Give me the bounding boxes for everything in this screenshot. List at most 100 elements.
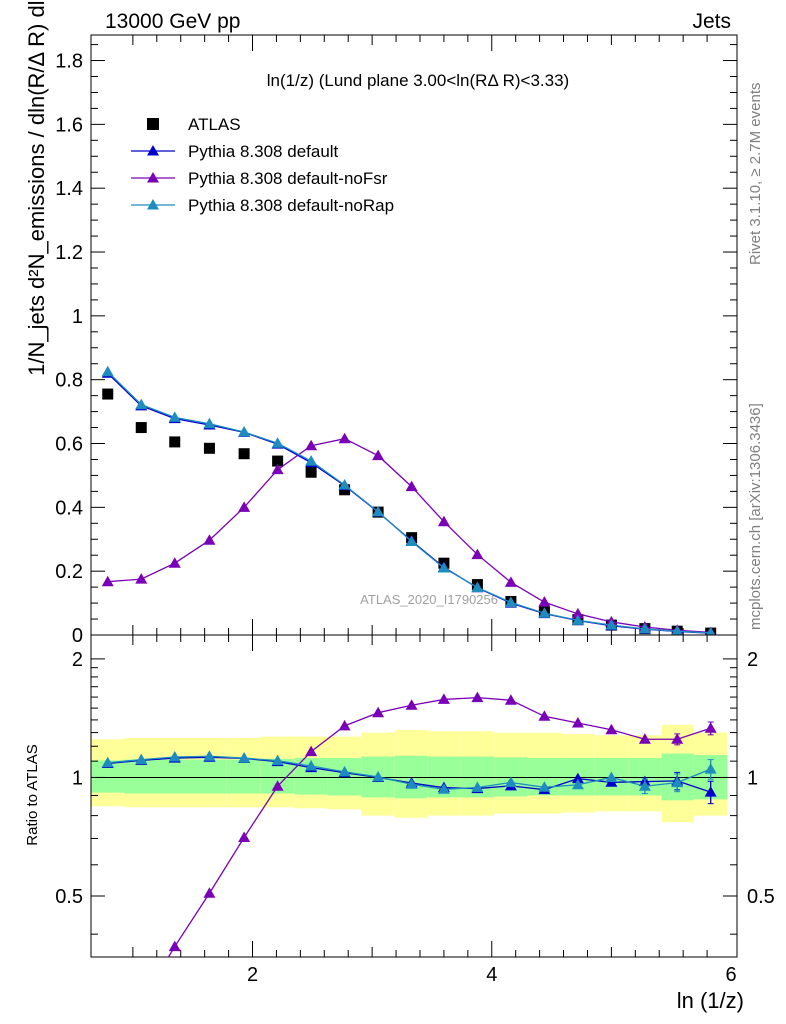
ratio-point-noRap — [238, 752, 251, 763]
legend-marker-triangle — [147, 172, 159, 183]
point-noRap — [203, 417, 216, 429]
point-noFsr — [135, 573, 148, 584]
legend-label: Pythia 8.308 default-noFsr — [188, 169, 388, 188]
ratio-point-noFsr — [168, 940, 181, 952]
point-noRap — [405, 535, 418, 546]
top-panel: 0 0.2 0.4 0.6 0.8 1 1.2 1.4 1.6 1.8 — [55, 34, 738, 647]
point-noFsr — [538, 596, 551, 607]
point-noFsr — [338, 432, 351, 444]
point-noRap — [504, 596, 517, 607]
ratio-point-noFsr — [571, 716, 584, 728]
legend: ATLAS Pythia 8.308 default Pythia 8.308 de… — [131, 115, 394, 215]
ratio-frame — [90, 634, 738, 958]
point-noRap — [168, 411, 181, 422]
ratio-point-noRap — [571, 778, 584, 790]
point-noRap — [671, 625, 683, 635]
y-tick-label: 0.6 — [55, 434, 83, 456]
analysis-watermark: ATLAS_2020_I1790256 — [360, 592, 498, 607]
point-noFsr — [571, 607, 584, 619]
ratio-point-noFsr — [504, 694, 517, 705]
point-noRap — [135, 398, 148, 410]
y-tick-label: 1.6 — [55, 114, 83, 136]
point-noFsr — [271, 463, 284, 475]
x-tick-label: 2 — [247, 964, 258, 986]
point-atlas — [102, 388, 114, 400]
point-atlas — [203, 442, 215, 454]
point-noRap — [305, 455, 318, 466]
ratio-point-noFsr — [605, 723, 618, 735]
point-noFsr — [203, 534, 216, 545]
ratio-point-noRap — [305, 760, 318, 771]
legend-marker-triangle — [147, 199, 159, 210]
ratio-data — [101, 691, 717, 957]
legend-label: Pythia 8.308 default — [188, 142, 339, 161]
point-noRap — [471, 581, 484, 592]
ratio-series-noFsr — [167, 691, 717, 957]
ratio-point-noFsr — [203, 887, 216, 898]
legend-entry-noFsr: Pythia 8.308 default-noFsr — [131, 169, 388, 188]
point-noFsr — [405, 480, 418, 492]
ratio-point-noRap — [338, 765, 351, 777]
ratio-point-default — [571, 772, 584, 784]
point-noFsr — [305, 439, 318, 451]
point-atlas — [272, 455, 284, 467]
ratio-point-noRap — [271, 754, 284, 766]
ratio-point-noRap — [372, 770, 385, 782]
point-noRap — [101, 365, 114, 377]
jets-label: Jets — [692, 10, 731, 33]
point-noRap — [706, 626, 716, 635]
point-noRap — [271, 437, 284, 448]
legend-entry-atlas: ATLAS — [147, 115, 241, 134]
legend-marker-triangle — [147, 145, 159, 156]
ratio-point-noFsr — [704, 722, 717, 733]
ratio-point-noRap — [101, 756, 114, 768]
ratio-point-noRap — [437, 783, 450, 794]
ratio-point-noFsr — [471, 691, 484, 703]
inner-band-segment — [124, 759, 158, 794]
point-noRap — [605, 619, 618, 630]
ratio-y-label: Ratio to ATLAS — [24, 744, 41, 845]
y-tick-label: 1 — [72, 306, 83, 328]
ratio-point-noRap — [135, 753, 148, 765]
ratio-point-noRap — [504, 776, 517, 787]
y-label-text: 1/N_jets d²N_emissions / dln(R/Δ R) dln(… — [24, 0, 49, 376]
inner-band-segment — [226, 759, 261, 794]
point-noRap — [338, 479, 351, 490]
y-tick-label: 1.4 — [55, 178, 83, 200]
point-noFsr — [168, 557, 181, 568]
inner-band-segment — [191, 759, 227, 794]
top-data — [101, 365, 717, 635]
ratio-panel: 2 4 6 0.5 0.5 1 1 2 2 — [55, 634, 775, 986]
ratio-point-noRap — [704, 763, 717, 774]
ratio-y-tick-label-right: 0.5 — [747, 886, 775, 908]
y-tick-label: 0.2 — [55, 561, 83, 583]
point-noFsr — [238, 501, 251, 512]
ratio-point-noRap — [538, 781, 551, 792]
point-noRap — [571, 614, 584, 625]
point-noFsr — [437, 515, 450, 527]
mcplots-label: mcplots.cern.ch [arXiv:1306.3436] — [747, 403, 764, 630]
point-atlas — [238, 448, 250, 460]
panel-title: ln(1/z) (Lund plane 3.00<ln(RΔ R)<3.33) — [267, 71, 569, 90]
ratio-point-default — [704, 786, 717, 797]
y-tick-label: 0.4 — [55, 497, 83, 519]
ratio-point-noFsr — [372, 706, 385, 718]
ratio-point-noFsr — [271, 780, 284, 791]
point-noRap — [372, 505, 385, 517]
point-atlas — [305, 466, 317, 478]
ratio-point-noFsr — [437, 693, 450, 704]
ratio-point-noFsr — [638, 733, 651, 744]
ratio-point-noFsr — [405, 699, 418, 710]
ratio-y-tick-label-right: 2 — [747, 649, 758, 671]
point-noRap — [238, 426, 251, 437]
ratio-y-tick-label-right: 1 — [747, 767, 758, 789]
point-noRap — [538, 607, 551, 618]
inner-band-segment — [157, 759, 192, 794]
y-tick-label: 0.8 — [55, 370, 83, 392]
y-tick-label: 0 — [72, 625, 83, 647]
legend-entry-noRap: Pythia 8.308 default-noRap — [131, 196, 394, 215]
main-y-axis-label: 1/N_jets d²N_emissions / dln(R/Δ R) dln(… — [24, 0, 49, 376]
ratio-point-noFsr — [305, 745, 318, 757]
ratio-series-noRap — [101, 750, 717, 795]
